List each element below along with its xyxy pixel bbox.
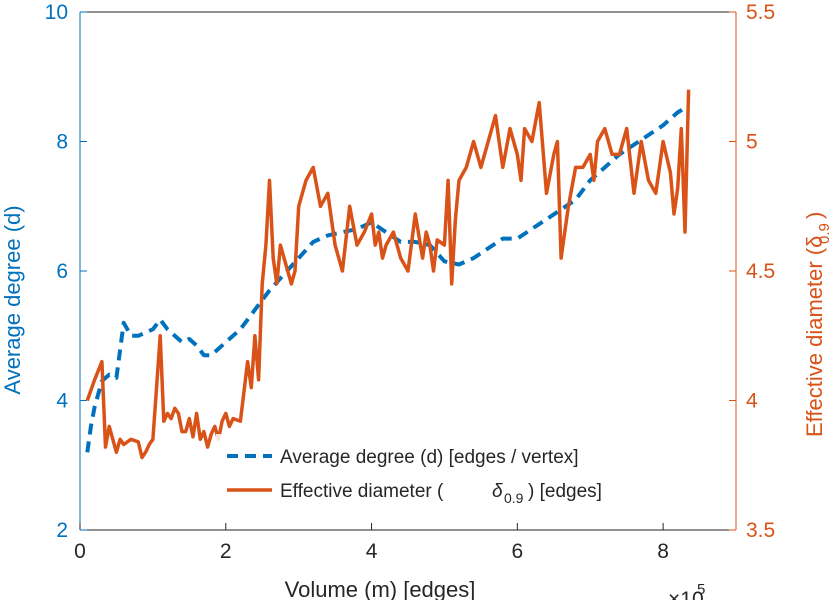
x-axis-label: Volume (m) [edges] xyxy=(285,577,476,600)
series-layer xyxy=(85,89,691,460)
left-y-tick-label: 6 xyxy=(56,260,68,283)
right-y-tick-label: 5 xyxy=(746,131,758,154)
legend-box xyxy=(216,434,668,508)
legend-label-effective-diameter-end: ) [edges] xyxy=(528,481,602,502)
left-y-tick-label: 8 xyxy=(56,131,68,154)
x-tick-label: 2 xyxy=(220,540,232,563)
left-y-tick-label: 4 xyxy=(56,390,68,413)
right-y-axis-label: Effective diameter (δ 0.9 ) xyxy=(802,212,833,437)
right-y-axis-label-sub: 0.9 xyxy=(816,223,833,244)
x-tick-label: 4 xyxy=(366,540,378,563)
legend-label-effective-diameter: Effective diameter ( xyxy=(280,481,444,502)
right-y-tick-label: 4 xyxy=(746,390,758,413)
left-y-axis-label: Average degree (d) xyxy=(0,205,25,394)
legend: Average degree (d) [edges / vertex] Effe… xyxy=(216,434,668,508)
series-line-average-degree xyxy=(85,104,690,453)
right-y-tick-label: 4.5 xyxy=(746,260,775,283)
right-y-tick-label: 5.5 xyxy=(746,1,775,24)
x-axis-exponent: ×10 xyxy=(668,588,704,600)
right-y-tick-label: 3.5 xyxy=(746,519,775,542)
series-line-effective-diameter xyxy=(85,89,691,460)
legend-label-delta-symbol: δ xyxy=(492,481,503,502)
x-tick-label: 0 xyxy=(74,540,86,563)
left-y-tick-label: 2 xyxy=(56,519,68,542)
right-y-axis-label-text: Effective diameter (δ xyxy=(802,236,827,437)
x-tick-label: 8 xyxy=(657,540,669,563)
x-axis-exponent-power: 5 xyxy=(697,581,705,598)
legend-label-average-degree: Average degree (d) [edges / vertex] xyxy=(280,447,579,468)
legend-label-delta-sub: 0.9 xyxy=(504,490,524,506)
left-y-tick-label: 10 xyxy=(45,1,68,24)
right-y-axis-label-end: ) xyxy=(802,212,827,219)
x-tick-label: 6 xyxy=(511,540,523,563)
